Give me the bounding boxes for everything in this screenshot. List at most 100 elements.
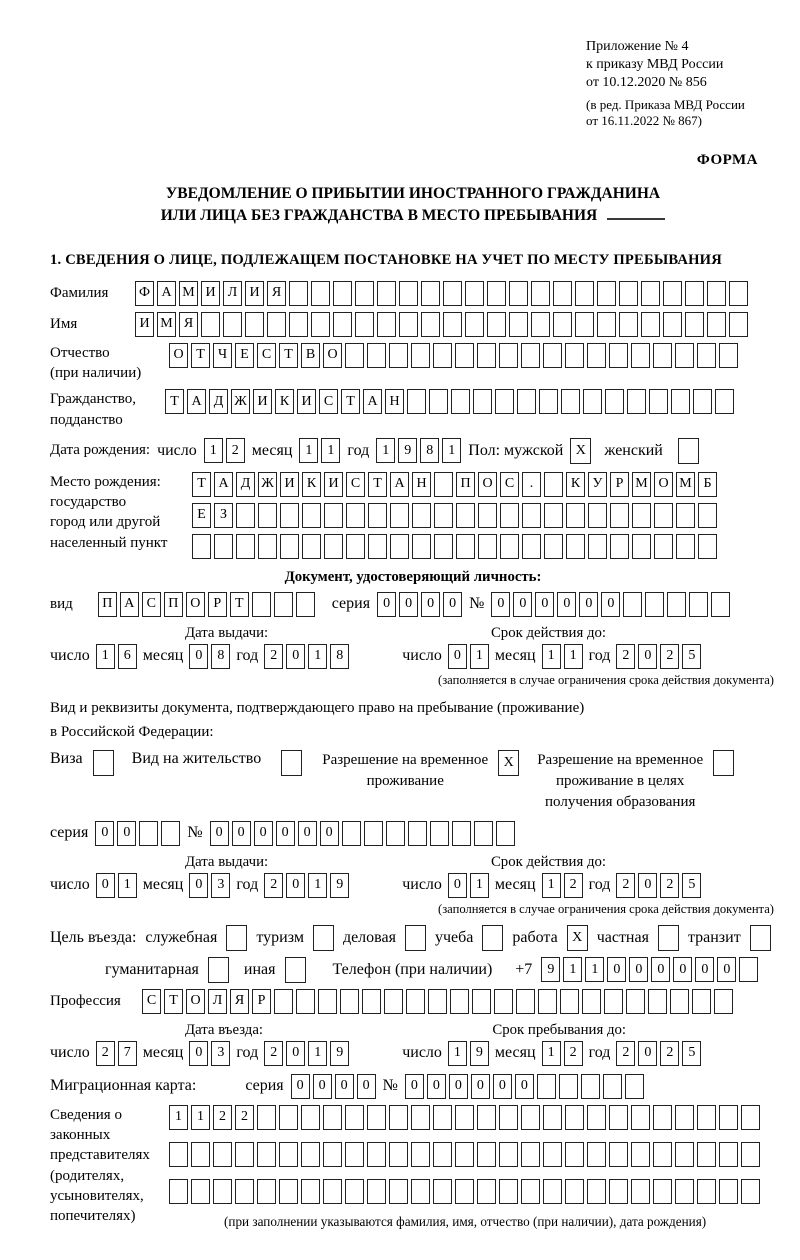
char-cell[interactable]	[311, 280, 330, 306]
char-cell[interactable]	[346, 502, 365, 528]
char-cell[interactable]: 2	[616, 872, 636, 898]
char-cell[interactable]	[301, 1104, 320, 1130]
char-cell[interactable]	[411, 1141, 430, 1167]
char-cell[interactable]	[280, 502, 299, 528]
purpose-official-checkbox[interactable]	[226, 924, 248, 951]
char-cell[interactable]	[451, 389, 470, 415]
char-cell[interactable]: 1	[447, 1040, 467, 1066]
char-cell[interactable]	[384, 988, 403, 1014]
char-cell[interactable]: С	[346, 471, 365, 497]
char-cell[interactable]	[473, 820, 493, 846]
char-cell[interactable]: 1	[117, 872, 137, 898]
char-cell[interactable]	[538, 988, 557, 1014]
char-cell[interactable]	[604, 988, 623, 1014]
purpose-transit-checkbox[interactable]	[749, 924, 771, 951]
char-cell[interactable]: П	[163, 591, 183, 617]
char-cell[interactable]	[588, 502, 607, 528]
char-cell[interactable]	[478, 502, 497, 528]
char-cell[interactable]	[499, 342, 518, 368]
char-cell[interactable]: 3	[211, 872, 231, 898]
char-cell[interactable]: Т	[165, 389, 184, 415]
char-cell[interactable]: 2	[264, 872, 284, 898]
char-cell[interactable]	[389, 1178, 408, 1204]
char-cell[interactable]: И	[297, 389, 316, 415]
char-cell[interactable]: О	[186, 988, 205, 1014]
char-cell[interactable]: Б	[698, 471, 717, 497]
char-cell[interactable]: Р	[252, 988, 271, 1014]
char-cell[interactable]: 0	[421, 591, 441, 617]
char-cell[interactable]	[161, 820, 181, 846]
char-cell[interactable]: Д	[209, 389, 228, 415]
char-cell[interactable]	[566, 533, 585, 559]
char-cell[interactable]	[565, 1104, 584, 1130]
char-cell[interactable]: П	[97, 591, 117, 617]
char-cell[interactable]	[213, 1178, 232, 1204]
char-cell[interactable]: 1	[585, 957, 605, 983]
char-cell[interactable]	[280, 533, 299, 559]
char-cell[interactable]	[624, 1073, 644, 1099]
char-cell[interactable]	[654, 502, 673, 528]
char-cell[interactable]	[623, 591, 643, 617]
char-cell[interactable]	[500, 502, 519, 528]
char-cell[interactable]	[368, 533, 387, 559]
char-cell[interactable]	[711, 591, 731, 617]
char-cell[interactable]	[631, 1141, 650, 1167]
char-cell[interactable]: 0	[629, 957, 649, 983]
char-cell[interactable]: Н	[385, 389, 404, 415]
char-cell[interactable]: 0	[404, 1073, 424, 1099]
char-cell[interactable]	[698, 502, 717, 528]
char-cell[interactable]: 0	[448, 1073, 468, 1099]
char-cell[interactable]	[301, 1141, 320, 1167]
char-cell[interactable]	[509, 280, 528, 306]
purpose-business-checkbox[interactable]	[404, 924, 426, 951]
char-cell[interactable]	[583, 389, 602, 415]
purpose-work-checkbox[interactable]: X	[566, 924, 588, 951]
char-cell[interactable]: 1	[469, 643, 489, 669]
char-cell[interactable]: 0	[189, 1040, 209, 1066]
char-cell[interactable]: 0	[638, 643, 658, 669]
char-cell[interactable]	[407, 389, 426, 415]
char-cell[interactable]: 0	[695, 957, 715, 983]
char-cell[interactable]: И	[135, 311, 154, 337]
char-cell[interactable]	[429, 389, 448, 415]
char-cell[interactable]	[355, 280, 374, 306]
char-cell[interactable]: 2	[264, 1040, 284, 1066]
char-cell[interactable]	[213, 1141, 232, 1167]
char-cell[interactable]: К	[566, 471, 585, 497]
char-cell[interactable]	[443, 280, 462, 306]
char-cell[interactable]: 2	[264, 643, 284, 669]
char-cell[interactable]	[433, 1178, 452, 1204]
char-cell[interactable]	[443, 311, 462, 337]
char-cell[interactable]	[390, 502, 409, 528]
char-cell[interactable]	[191, 1141, 210, 1167]
char-cell[interactable]	[719, 342, 738, 368]
char-cell[interactable]	[355, 311, 374, 337]
char-cell[interactable]: И	[253, 389, 272, 415]
char-cell[interactable]: 2	[235, 1104, 254, 1130]
char-cell[interactable]: 0	[514, 1073, 534, 1099]
char-cell[interactable]	[675, 1141, 694, 1167]
char-cell[interactable]	[377, 280, 396, 306]
char-cell[interactable]	[429, 820, 449, 846]
char-cell[interactable]	[428, 988, 447, 1014]
purpose-study-checkbox[interactable]	[482, 924, 504, 951]
char-cell[interactable]	[295, 591, 315, 617]
char-cell[interactable]	[667, 591, 687, 617]
char-cell[interactable]: 1	[563, 957, 583, 983]
char-cell[interactable]	[575, 311, 594, 337]
char-cell[interactable]	[609, 1141, 628, 1167]
char-cell[interactable]: М	[179, 280, 198, 306]
char-cell[interactable]: Т	[368, 471, 387, 497]
char-cell[interactable]	[729, 280, 748, 306]
char-cell[interactable]: 8	[211, 643, 231, 669]
char-cell[interactable]	[741, 1104, 760, 1130]
char-cell[interactable]: 1	[563, 643, 583, 669]
char-cell[interactable]: Я	[267, 280, 286, 306]
char-cell[interactable]: 0	[607, 957, 627, 983]
char-cell[interactable]	[273, 591, 293, 617]
char-cell[interactable]: 1	[308, 872, 328, 898]
char-cell[interactable]: 2	[660, 1040, 680, 1066]
char-cell[interactable]	[412, 502, 431, 528]
char-cell[interactable]	[301, 1178, 320, 1204]
char-cell[interactable]	[214, 533, 233, 559]
